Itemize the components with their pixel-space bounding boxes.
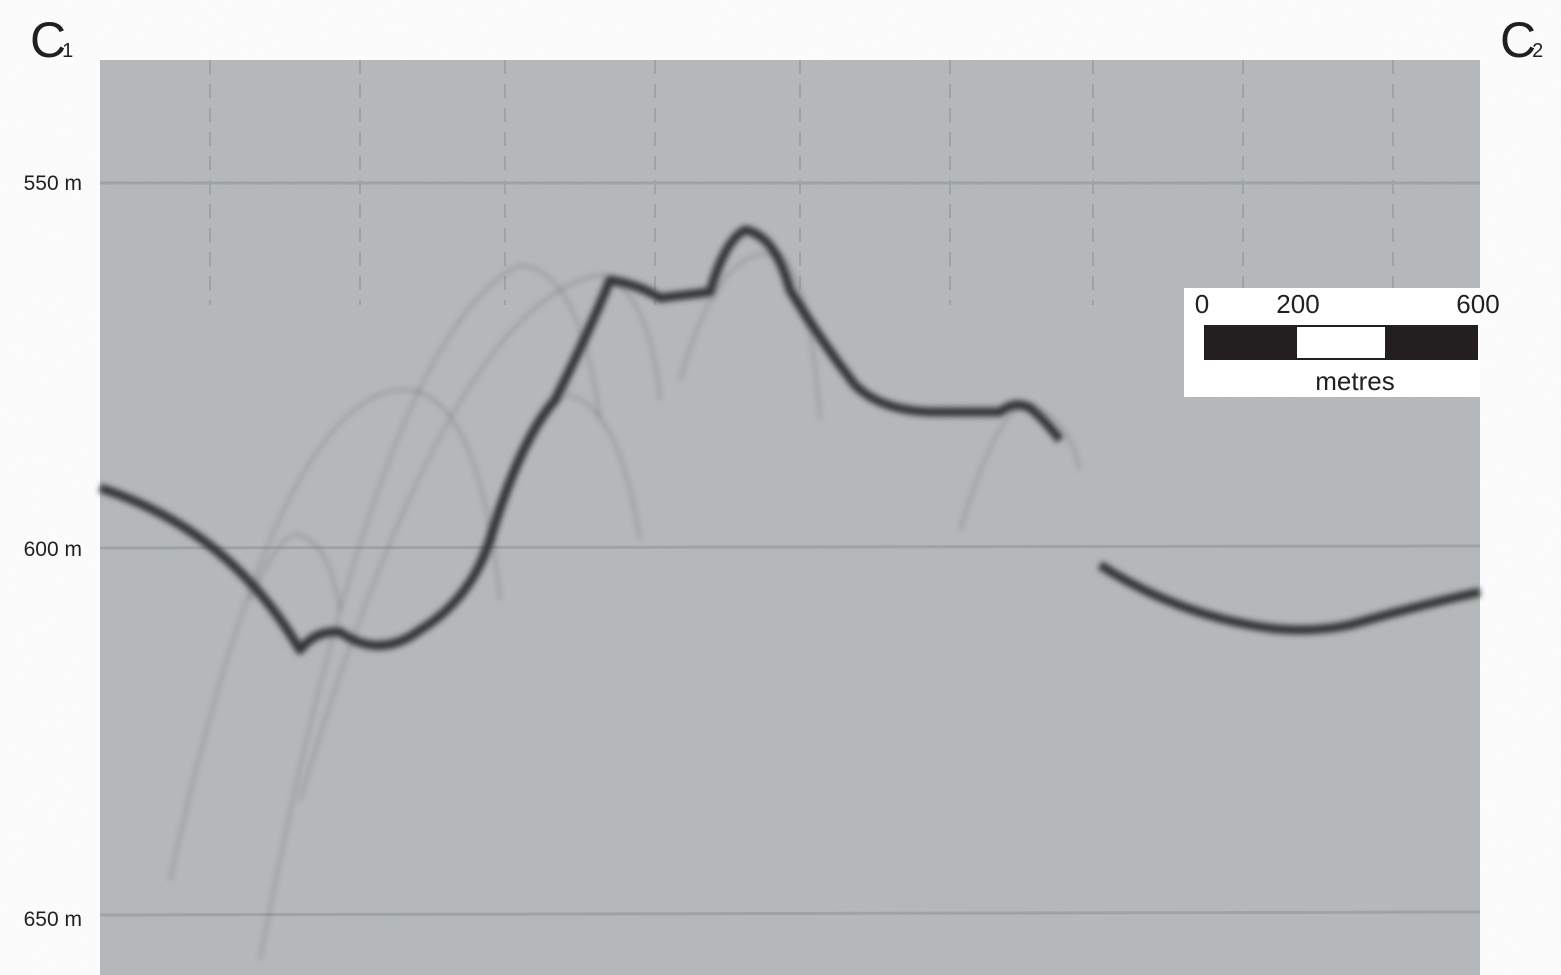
scale-bar-white: [1297, 327, 1385, 358]
scale-bar: 0 200 600 metres: [1184, 288, 1500, 397]
figure: C1 C2 550 m 600 m 650 m 0 200 600 metres: [0, 0, 1561, 975]
left-endpoint: C1: [30, 12, 73, 68]
scale-tick-label: 600: [1456, 289, 1499, 319]
depth-label: 550 m: [24, 172, 82, 195]
echogram-noise: [100, 60, 1480, 975]
scale-unit: metres: [1315, 366, 1394, 396]
scale-tick-label: 200: [1276, 289, 1319, 319]
endpoint-subscript: 1: [62, 40, 73, 62]
right-endpoint: C2: [1500, 12, 1543, 68]
endpoint-letter: C: [1500, 12, 1536, 68]
depth-label: 650 m: [24, 908, 82, 931]
scale-tick-label: 0: [1195, 289, 1209, 319]
endpoint-letter: C: [30, 12, 66, 68]
depth-label: 600 m: [24, 538, 82, 561]
endpoint-subscript: 2: [1532, 40, 1543, 62]
